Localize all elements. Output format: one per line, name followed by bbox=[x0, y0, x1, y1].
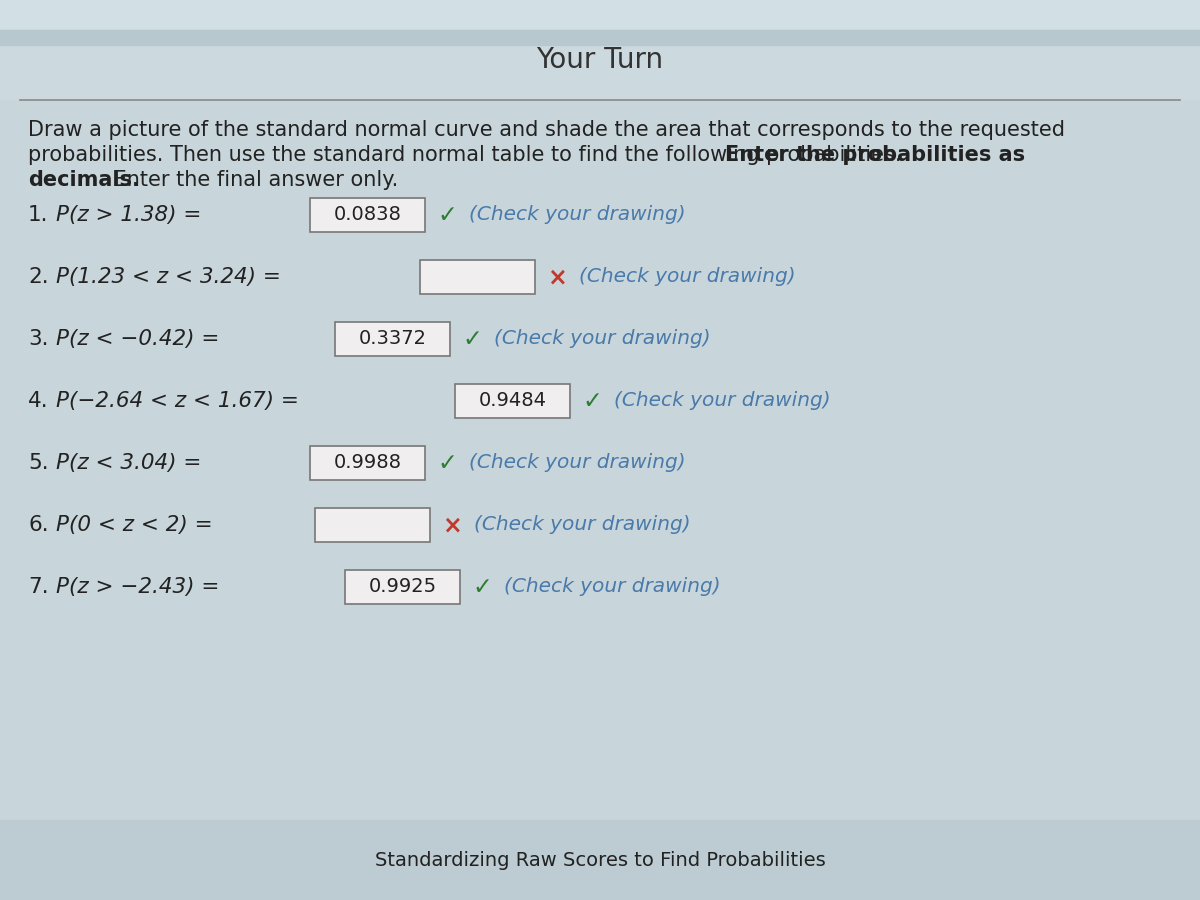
Text: (Check your drawing): (Check your drawing) bbox=[469, 454, 685, 473]
FancyBboxPatch shape bbox=[455, 384, 570, 418]
Text: 5.: 5. bbox=[28, 453, 49, 473]
Text: 1.: 1. bbox=[28, 205, 48, 225]
Text: probabilities. Then use the standard normal table to find the following probabil: probabilities. Then use the standard nor… bbox=[28, 145, 908, 165]
Text: P(−2.64 < z < 1.67) =: P(−2.64 < z < 1.67) = bbox=[56, 391, 299, 411]
Text: 6.: 6. bbox=[28, 515, 49, 535]
Text: P(z > −2.43) =: P(z > −2.43) = bbox=[56, 577, 220, 597]
Bar bbox=[0, 30, 1200, 45]
Bar bbox=[0, 820, 1200, 900]
Text: P(1.23 < z < 3.24) =: P(1.23 < z < 3.24) = bbox=[56, 267, 281, 287]
Bar bbox=[0, 100, 1200, 820]
Text: 0.0838: 0.0838 bbox=[334, 205, 402, 224]
Text: 7.: 7. bbox=[28, 577, 49, 597]
FancyBboxPatch shape bbox=[420, 260, 535, 294]
FancyBboxPatch shape bbox=[346, 570, 460, 604]
Text: 3.: 3. bbox=[28, 329, 48, 349]
Text: (Check your drawing): (Check your drawing) bbox=[580, 267, 796, 286]
Text: (Check your drawing): (Check your drawing) bbox=[474, 516, 691, 535]
Text: (Check your drawing): (Check your drawing) bbox=[494, 329, 710, 348]
Text: P(0 < z < 2) =: P(0 < z < 2) = bbox=[56, 515, 212, 535]
Text: ✓: ✓ bbox=[472, 575, 492, 599]
Bar bbox=[0, 0, 1200, 30]
Text: ✓: ✓ bbox=[437, 203, 457, 227]
Text: P(z > 1.38) =: P(z > 1.38) = bbox=[56, 205, 202, 225]
Text: 0.3372: 0.3372 bbox=[359, 329, 426, 348]
Bar bbox=[0, 30, 1200, 100]
Text: P(z < 3.04) =: P(z < 3.04) = bbox=[56, 453, 202, 473]
Text: P(z < −0.42) =: P(z < −0.42) = bbox=[56, 329, 220, 349]
Text: ✓: ✓ bbox=[437, 451, 457, 475]
FancyBboxPatch shape bbox=[310, 198, 425, 232]
Text: Enter the probabilities as: Enter the probabilities as bbox=[725, 145, 1025, 165]
Text: decimals.: decimals. bbox=[28, 170, 140, 190]
Text: ✓: ✓ bbox=[582, 389, 601, 413]
FancyBboxPatch shape bbox=[335, 322, 450, 356]
Text: 0.9484: 0.9484 bbox=[479, 392, 546, 410]
FancyBboxPatch shape bbox=[314, 508, 430, 542]
Text: 0.9988: 0.9988 bbox=[334, 454, 402, 473]
Text: ×: × bbox=[547, 265, 566, 289]
Text: Enter the final answer only.: Enter the final answer only. bbox=[107, 170, 398, 190]
Text: 4.: 4. bbox=[28, 391, 49, 411]
Text: Your Turn: Your Turn bbox=[536, 46, 664, 74]
Text: Draw a picture of the standard normal curve and shade the area that corresponds : Draw a picture of the standard normal cu… bbox=[28, 120, 1066, 140]
Text: (Check your drawing): (Check your drawing) bbox=[469, 205, 685, 224]
FancyBboxPatch shape bbox=[310, 446, 425, 480]
Text: (Check your drawing): (Check your drawing) bbox=[614, 392, 830, 410]
Text: ×: × bbox=[442, 513, 462, 537]
Text: ✓: ✓ bbox=[462, 327, 481, 351]
Text: 2.: 2. bbox=[28, 267, 49, 287]
Text: Standardizing Raw Scores to Find Probabilities: Standardizing Raw Scores to Find Probabi… bbox=[374, 850, 826, 869]
Text: 0.9925: 0.9925 bbox=[368, 578, 437, 597]
Text: (Check your drawing): (Check your drawing) bbox=[504, 578, 721, 597]
